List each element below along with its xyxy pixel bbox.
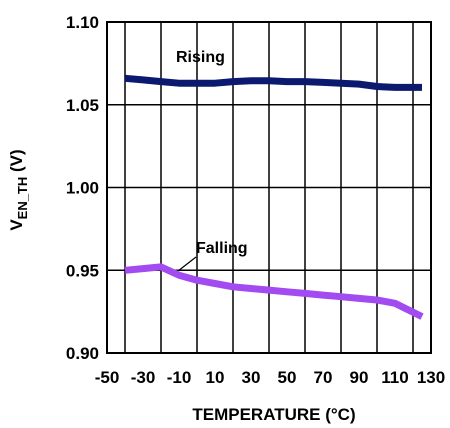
y-tick-label: 0.90: [66, 344, 99, 363]
x-tick-label: 10: [206, 368, 225, 387]
series-labels: Rising Falling: [176, 49, 248, 271]
y-axis-title-unit: (V): [7, 149, 26, 176]
x-axis-title: TEMPERATURE (°C): [192, 405, 355, 424]
x-tick-label: 50: [278, 368, 297, 387]
x-tick-label: 130: [417, 368, 445, 387]
grid: [107, 22, 431, 353]
x-tick-label: 30: [242, 368, 261, 387]
x-tick-label: 90: [350, 368, 369, 387]
y-tick-labels: 0.90 0.95 1.00 1.05 1.10: [66, 13, 99, 363]
y-axis-title: VEN_TH (V): [7, 149, 30, 230]
y-tick-label: 1.05: [66, 96, 99, 115]
x-tick-labels: -50 -30 -10 10 30 50 70 90 110 130: [95, 368, 445, 387]
y-tick-label: 1.10: [66, 13, 99, 32]
x-tick-label: -50: [95, 368, 120, 387]
series-line-falling: [124, 263, 424, 320]
x-tick-label: -10: [167, 368, 192, 387]
x-tick-label: 110: [381, 368, 408, 387]
series-group: [124, 74, 424, 320]
series-label-rising: Rising: [176, 49, 225, 66]
y-tick-label: 0.95: [66, 261, 99, 280]
series-label-falling: Falling: [196, 240, 248, 257]
x-tick-label: 70: [314, 368, 333, 387]
y-axis-title-sub: EN_TH: [15, 177, 30, 220]
series-line-rising: [124, 74, 422, 91]
series-label-leader-falling: [178, 256, 197, 271]
plot-frame: [106, 21, 432, 354]
y-tick-label: 1.00: [66, 179, 99, 198]
y-axis-title-main: V: [7, 219, 26, 231]
x-tick-label: -30: [131, 368, 156, 387]
